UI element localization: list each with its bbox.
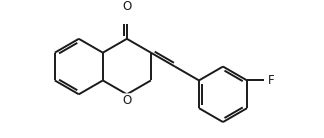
Text: O: O	[122, 0, 132, 13]
Text: F: F	[268, 74, 274, 87]
Text: O: O	[122, 94, 132, 107]
